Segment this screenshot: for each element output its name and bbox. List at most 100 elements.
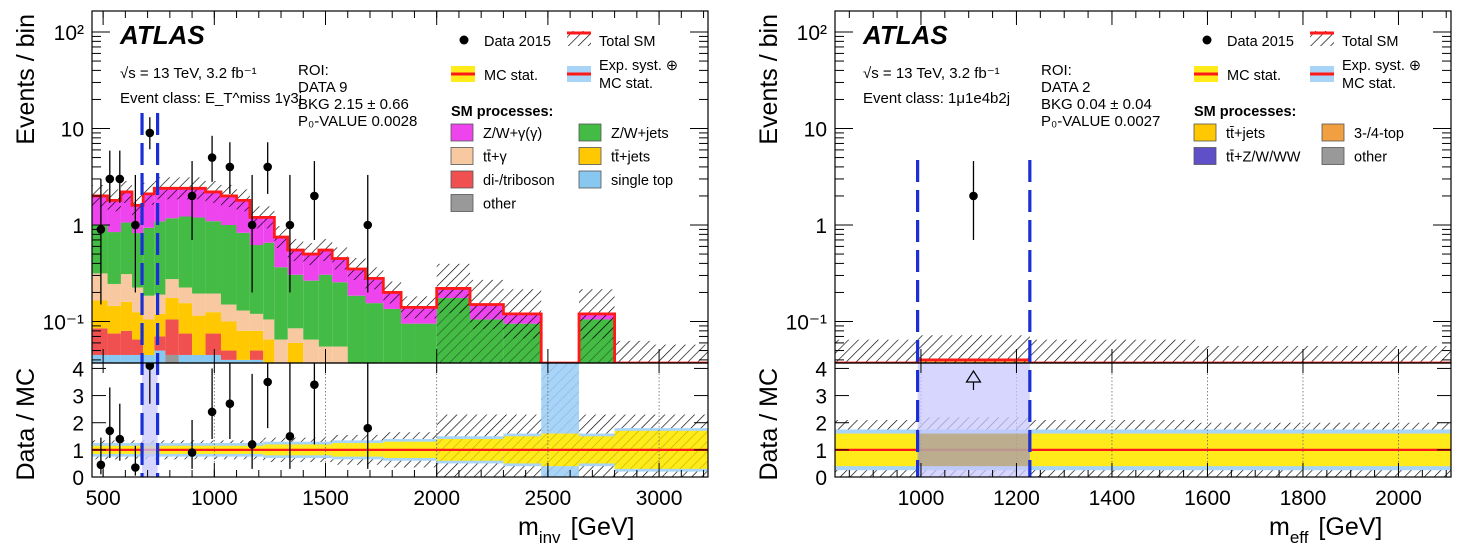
y-tick-label-top-1: 10 xyxy=(61,119,84,142)
stack-bar-5-15 xyxy=(287,274,304,329)
ratio-point-11 xyxy=(310,380,319,390)
stack-bar-5-22 xyxy=(401,323,415,363)
data-point-3 xyxy=(131,220,140,230)
x-tick-label-3: 1600 xyxy=(1184,487,1231,510)
stack-bar-0-0 xyxy=(92,354,108,363)
x-axis-title: meff [GeV] xyxy=(1269,513,1382,545)
ratio-point-6 xyxy=(207,407,217,417)
legend-total-sm-label: Total SM xyxy=(1342,34,1398,50)
stack-bar-5-16 xyxy=(303,280,319,340)
legend-total-sm-swatch xyxy=(567,31,591,46)
legend-sm-processes-title: SM processes: xyxy=(451,104,553,120)
legend-exp-syst-label-1: Exp. syst. ⊕ xyxy=(1342,58,1421,74)
ratio-overflow-arrow-icon xyxy=(965,369,982,390)
ratio-y-tick-label-0: 0 xyxy=(72,467,84,490)
legend-entry-label-3: other xyxy=(1354,150,1387,166)
stack-bar-0-9 xyxy=(205,354,221,363)
x-tick-label-2: 1500 xyxy=(302,487,349,510)
stack-bar-3-10 xyxy=(220,321,237,351)
stack-bar-4-8 xyxy=(192,293,206,316)
energy-lumi-label: √s = 13 TeV, 3.2 fb⁻¹ xyxy=(863,65,1000,82)
x-tick-label-2: 1400 xyxy=(1089,487,1136,510)
ratio-y-tick-label-3: 3 xyxy=(815,386,827,409)
stack-bar-4-13 xyxy=(263,319,275,340)
ratio-y-tick-label-2: 2 xyxy=(72,413,84,436)
data-point-11 xyxy=(310,191,319,201)
event-class-value: E_T^miss 1γ3j xyxy=(205,90,302,107)
roi-data: DATA 9 xyxy=(298,79,347,96)
stack-bar-5-12 xyxy=(249,245,264,314)
stack-bar-5-21 xyxy=(383,308,402,363)
stack-bar-0-1 xyxy=(107,354,121,363)
stack-bar-6-4 xyxy=(143,193,155,228)
syst-hatch-3 xyxy=(1195,345,1451,363)
stack-bar-5-18 xyxy=(332,282,348,347)
stack-bar-0-10 xyxy=(220,359,237,363)
stack-bar-4-4 xyxy=(143,295,155,320)
stack-bar-0-7 xyxy=(178,354,193,363)
stack-bar-6-2 xyxy=(120,191,133,223)
legend-data-label: Data 2015 xyxy=(1227,34,1294,50)
atlas-label: ATLAS xyxy=(119,20,205,50)
roi-ratio-shade xyxy=(142,363,158,477)
data-point-0 xyxy=(969,191,978,201)
y-tick-label-top-2: 1 xyxy=(72,215,84,238)
stack-bar-6-13 xyxy=(263,217,275,243)
legend-data-label: Data 2015 xyxy=(484,34,551,50)
stack-bar-0-2 xyxy=(120,354,133,363)
stack-bar-2-3 xyxy=(132,339,144,355)
stack-bar-3-4 xyxy=(143,319,155,355)
stack-bar-5-5 xyxy=(154,221,166,295)
stack-bar-5-7 xyxy=(178,216,193,288)
stack-bar-5-6 xyxy=(165,218,179,280)
ratio-point-10 xyxy=(285,431,295,441)
roi-data: DATA 2 xyxy=(1041,79,1090,96)
stack-bar-3-9 xyxy=(205,312,221,334)
right-chart-panel: 1000 1200 1400 1600 1800 2000 10² 10 1 10⁻¹ 0 1 2 3 4 E… xyxy=(755,10,1452,545)
event-class-label: Event class: E_T^miss 1γ3j xyxy=(120,90,302,107)
stack-bar-4-11 xyxy=(236,310,250,331)
y-tick-label-top-3: 10⁻¹ xyxy=(786,312,827,335)
legend-swatch-4 xyxy=(450,170,474,189)
ratio-y-tick-label-4: 4 xyxy=(72,358,84,381)
stack-bar-5-2 xyxy=(120,222,133,275)
legend-entry-label-3: tt̄+jets xyxy=(611,150,650,166)
stack-bar-3-12 xyxy=(249,330,264,351)
stack-bar-2-9 xyxy=(205,333,221,355)
x-axis-subscript: eff xyxy=(1290,528,1309,545)
stack-bar-4-16 xyxy=(303,339,319,363)
ratio-y-tick-label-3: 3 xyxy=(72,386,84,409)
legend-data-marker xyxy=(1202,35,1212,45)
stack-bar-4-12 xyxy=(249,313,264,331)
stack-bar-5-10 xyxy=(220,225,237,305)
x-tick-label-0: 1000 xyxy=(898,487,945,510)
roi-title: ROI: xyxy=(1041,62,1072,79)
ratio-y-tick-label-4: 4 xyxy=(815,358,827,381)
legend-mc-stat-label: MC stat. xyxy=(1227,68,1281,84)
stack-bar-5-20 xyxy=(365,303,384,363)
stack-bar-4-9 xyxy=(205,293,221,313)
stack-bar-0-12 xyxy=(249,359,264,363)
y-tick-label-top-0: 10² xyxy=(797,22,827,45)
stack-bar-3-3 xyxy=(132,312,144,340)
legend-total-sm-swatch xyxy=(1310,31,1334,46)
stack-bar-3-11 xyxy=(236,330,250,360)
stack-bar-5-17 xyxy=(318,274,333,347)
stack-bar-3-8 xyxy=(192,315,206,355)
event-class-prefix: Event class: xyxy=(863,90,948,107)
data-point-7 xyxy=(225,162,235,172)
legend-entry-label-0: Z/W+γ(γ) xyxy=(483,126,542,142)
stack-bar-5-13 xyxy=(263,242,275,320)
stack-bar-2-5 xyxy=(154,336,166,351)
ratio-point-2 xyxy=(115,434,125,444)
syst-hatch-2 xyxy=(1029,339,1196,363)
stack-bar-2-10 xyxy=(220,350,237,360)
x-tick-label-1: 1200 xyxy=(993,487,1040,510)
legend-entry-label-1: Z/W+jets xyxy=(611,126,669,142)
ratio-axis-title: Data / MC xyxy=(12,368,40,481)
stack-bar-3-0 xyxy=(92,300,108,329)
stack-bar-4-7 xyxy=(178,287,193,304)
data-point-9 xyxy=(263,162,272,172)
x-axis-subscript: inv xyxy=(539,528,561,545)
